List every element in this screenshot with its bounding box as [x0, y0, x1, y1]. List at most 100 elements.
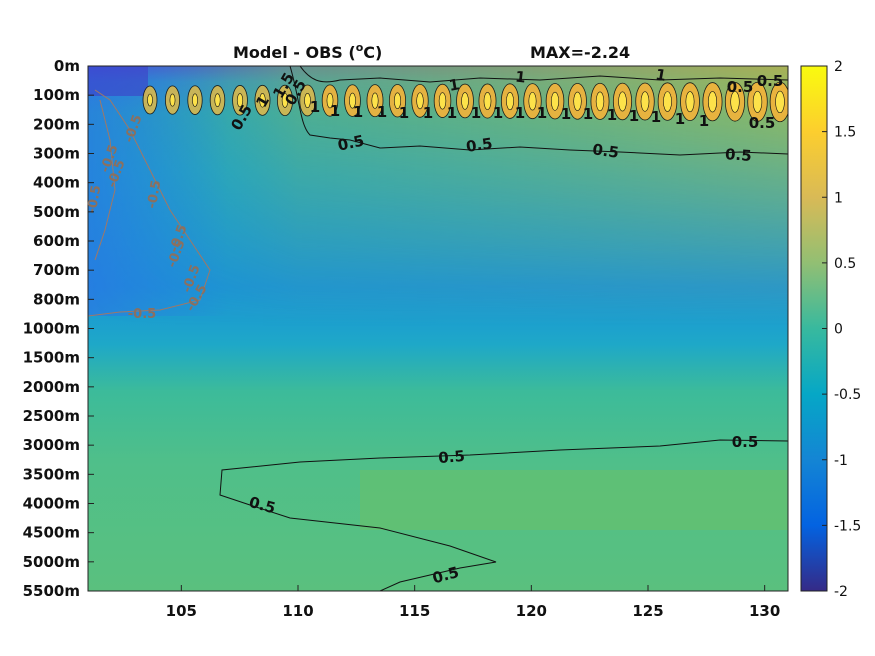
- x-tick-label: 105: [166, 602, 197, 620]
- warm-cell-core: [214, 93, 221, 108]
- contour-label: 0.5: [757, 72, 784, 90]
- warm-cell-core: [483, 92, 492, 110]
- warm-cell-core: [506, 92, 514, 111]
- y-tick-label: 5000m: [23, 553, 80, 571]
- contour-label: 1: [561, 105, 571, 123]
- warm-cell-core: [236, 93, 244, 108]
- contour-label-negative: -0.5: [128, 307, 156, 322]
- warm-cell-core: [438, 92, 447, 110]
- warm-cell-core: [640, 91, 650, 112]
- contour-label: 1: [699, 112, 709, 130]
- contour-label: 1: [514, 68, 526, 87]
- warm-cell-core: [147, 93, 153, 107]
- contour-label: 0.5: [724, 145, 752, 165]
- contour-label: 1: [583, 105, 593, 123]
- contour-label-negative: -0.5: [145, 179, 165, 210]
- y-tick-label: 100m: [33, 86, 80, 104]
- colorbar-tick-label: 1: [834, 190, 843, 206]
- y-tick-label: 2500m: [23, 407, 80, 425]
- field-surface-cold: [88, 66, 148, 96]
- warm-cell-core: [393, 92, 402, 109]
- warm-cells: [142, 81, 788, 123]
- y-tick-label: 5500m: [23, 582, 80, 600]
- warm-cell-core: [573, 91, 582, 111]
- max-annotation: MAX=-2.24: [530, 43, 630, 62]
- warm-cell-core: [595, 91, 605, 112]
- y-tick-label: 600m: [33, 232, 80, 250]
- contour-label: 1: [651, 108, 661, 126]
- warm-cell-core: [707, 91, 718, 113]
- contour-negative-0-5-inner: [94, 99, 116, 261]
- warm-cell-core: [416, 92, 424, 110]
- warm-cell-core: [192, 93, 198, 107]
- heatmap-field: [88, 66, 788, 591]
- warm-cell-core: [326, 92, 334, 109]
- field-left-cooling: [88, 66, 228, 316]
- y-tick-label: 1500m: [23, 349, 80, 367]
- warm-cell-core: [371, 92, 379, 109]
- colorbar: 2 1.5 1 0.5 0 -0.5 -1 -1.5 -2: [800, 59, 861, 600]
- x-tick-label: 120: [516, 602, 547, 620]
- x-tick-label: 130: [749, 602, 780, 620]
- field-deep-band: [360, 470, 788, 530]
- contour-label: 1: [310, 98, 320, 116]
- warm-cell-core: [550, 91, 560, 111]
- warm-cell-core: [304, 92, 311, 108]
- contour-label: 1: [654, 65, 667, 85]
- contour-label: 1: [537, 104, 547, 122]
- contour-label: 0.5: [727, 78, 754, 96]
- y-tick-label: 1000m: [23, 320, 80, 338]
- contour-label: 1: [493, 104, 503, 122]
- contour-label: 1: [675, 110, 685, 128]
- y-tick-label: 800m: [33, 290, 80, 308]
- contour-label: 1: [515, 104, 525, 122]
- colorbar-tick-label: -2: [834, 584, 848, 600]
- colorbar-tick-label: 2: [834, 59, 843, 75]
- y-axis: 0m 100m 200m 300m 400m 500m 600m 700m 800m 1000m 1…: [23, 57, 94, 600]
- contour-label: 1: [447, 75, 460, 95]
- warm-cell-core: [528, 91, 537, 111]
- x-tick-label: 125: [632, 602, 663, 620]
- contour-label: 1: [607, 106, 617, 124]
- warm-cell-core: [461, 92, 469, 110]
- contour-negative-0-5: [88, 89, 211, 317]
- contour-label: 1: [471, 104, 481, 122]
- y-tick-label: 4500m: [23, 524, 80, 542]
- y-tick-label: 700m: [33, 261, 80, 279]
- colorbar-ticks: 2 1.5 1 0.5 0 -0.5 -1 -1.5 -2: [822, 59, 861, 600]
- contour-label: 1: [399, 104, 409, 122]
- warm-cell-core: [281, 93, 289, 108]
- y-tick-label: 2000m: [23, 378, 80, 396]
- contour-label-negative: -0.5: [85, 184, 105, 215]
- warm-cell-core: [775, 90, 785, 114]
- y-tick-label: 0m: [54, 57, 80, 75]
- chart-title: Model - OBS (oC): [233, 41, 382, 62]
- warm-cell-core: [663, 91, 672, 112]
- warm-cell-core: [349, 92, 356, 109]
- contour-label: 0.5: [336, 132, 366, 155]
- colorbar-tick-label: -1.5: [834, 518, 861, 534]
- warm-cell-core: [752, 90, 763, 113]
- y-tick-label: 500m: [33, 203, 80, 221]
- contour-label: 1: [353, 103, 363, 121]
- contour-label: 1: [377, 103, 387, 121]
- contour-label: 1: [447, 104, 457, 122]
- x-tick-label: 115: [399, 602, 430, 620]
- contour-label: 1: [423, 104, 433, 122]
- colorbar-tick-label: 1.5: [834, 125, 856, 141]
- y-tick-label: 3000m: [23, 436, 80, 454]
- contour-label: 1: [330, 102, 340, 120]
- x-tick-label: 110: [282, 602, 313, 620]
- warm-cell-core: [169, 93, 176, 107]
- warm-cell-core: [259, 93, 266, 108]
- x-axis: 105 110 115 120 125 130: [166, 585, 780, 620]
- warm-cell-core: [618, 91, 627, 112]
- y-tick-label: 300m: [33, 145, 80, 163]
- colorbar-tick-label: 0.5: [834, 256, 856, 272]
- contour-label: 0.5: [591, 140, 620, 162]
- y-tick-label: 400m: [33, 174, 80, 192]
- warm-cell-core: [685, 91, 695, 113]
- contour-label-deep: 0.5: [438, 447, 466, 467]
- contour-deep-0-5: [219, 439, 788, 591]
